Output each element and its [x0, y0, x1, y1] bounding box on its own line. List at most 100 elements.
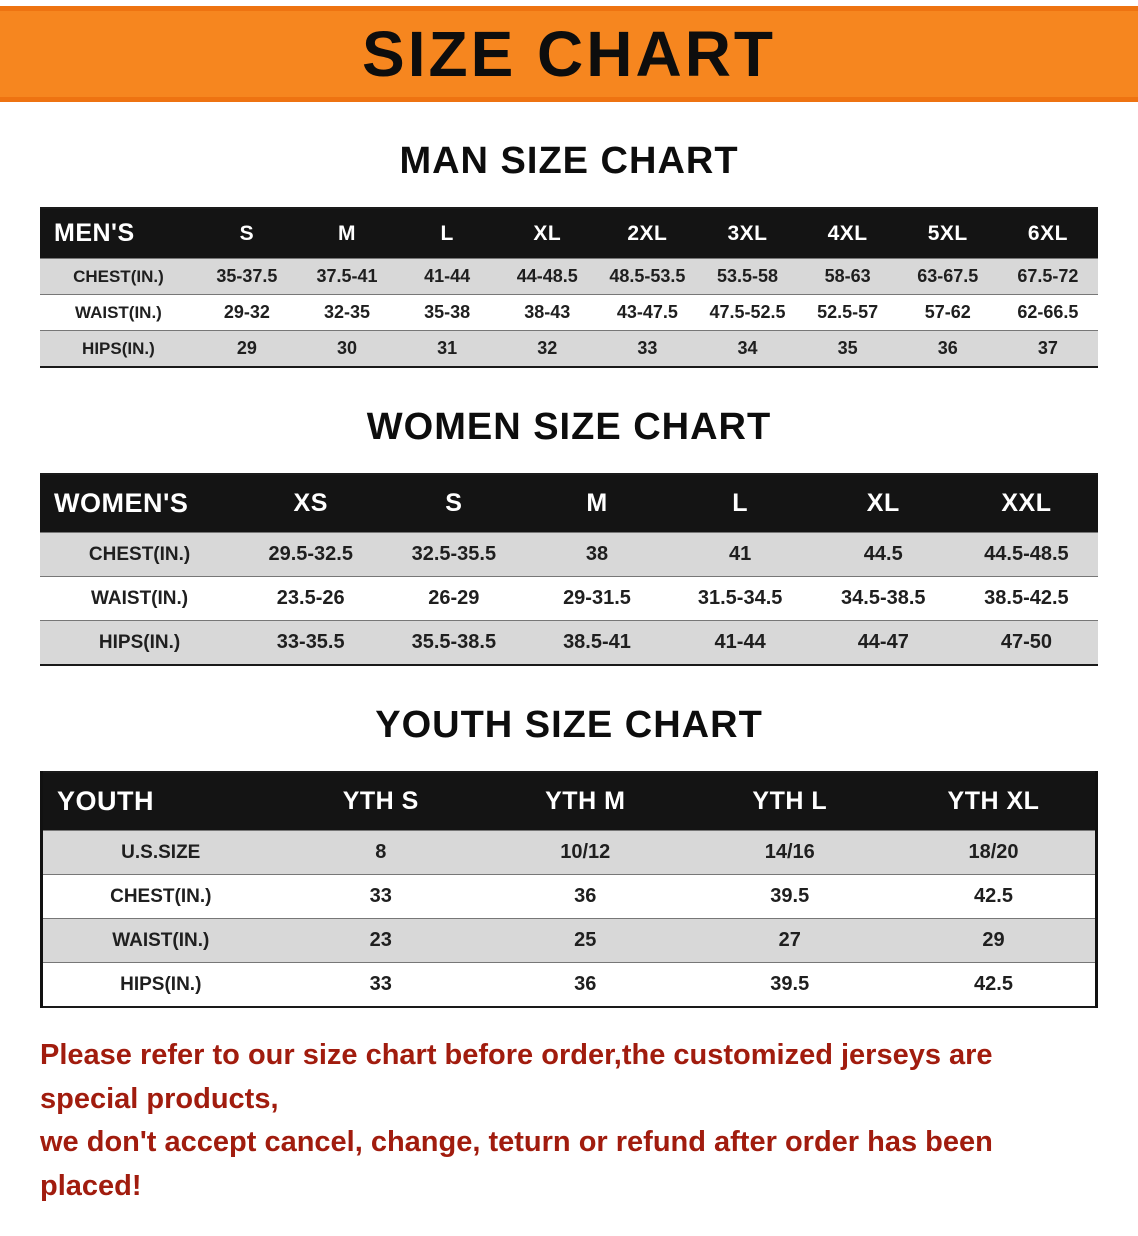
size-column-header: YTH M — [483, 772, 688, 831]
size-value: 26-29 — [382, 576, 526, 621]
size-value: 37.5-41 — [296, 258, 398, 295]
disclaimer-text: Please refer to our size chart before or… — [0, 1008, 1138, 1236]
size-value: 33 — [597, 330, 698, 367]
size-column-header: 4XL — [797, 208, 898, 259]
row-label: WAIST(IN.) — [41, 918, 279, 963]
size-value: 29 — [196, 330, 297, 367]
row-label: HIPS(IN.) — [40, 330, 197, 367]
youth-table-wrap: YOUTH YTH S YTH M YTH L YTH XL U.S.SIZE 8 10/12… — [0, 771, 1138, 1008]
table-header-row: MEN'S S M L XL 2XL 3XL 4XL 5XL 6XL — [40, 208, 1098, 259]
size-value: 36 — [483, 962, 688, 1007]
size-value: 52.5-57 — [797, 294, 898, 331]
size-value: 57-62 — [897, 294, 998, 331]
size-value: 38.5-41 — [525, 620, 669, 665]
table-title-cell: MEN'S — [40, 208, 197, 259]
size-column-header: YTH S — [278, 772, 484, 831]
size-value: 34.5-38.5 — [811, 576, 955, 621]
row-label: HIPS(IN.) — [41, 962, 279, 1007]
size-column-header: L — [397, 208, 498, 259]
size-column-header: XL — [811, 474, 955, 533]
size-value: 33 — [278, 962, 484, 1007]
size-value: 44.5 — [811, 532, 955, 577]
size-value: 35 — [797, 330, 898, 367]
disclaimer-line-1: Please refer to our size chart before or… — [40, 1039, 993, 1115]
size-value: 33 — [278, 874, 484, 919]
size-value: 39.5 — [687, 874, 892, 919]
size-value: 23 — [278, 918, 484, 963]
size-value: 32-35 — [296, 294, 398, 331]
size-value: 63-67.5 — [897, 258, 998, 295]
row-label: CHEST(IN.) — [40, 258, 197, 295]
women-section-heading: WOMEN SIZE CHART — [366, 406, 772, 448]
size-column-header: XS — [239, 474, 383, 533]
row-label: WAIST(IN.) — [40, 294, 197, 331]
size-value: 44-47 — [811, 620, 955, 665]
table-row: U.S.SIZE 8 10/12 14/16 18/20 — [41, 830, 1097, 875]
size-column-header: YTH L — [687, 772, 892, 831]
size-value: 53.5-58 — [697, 258, 798, 295]
size-column-header: M — [525, 474, 669, 533]
table-header-row: WOMEN'S XS S M L XL XXL — [40, 474, 1098, 533]
men-section-heading: MAN SIZE CHART — [399, 140, 739, 182]
size-value: 42.5 — [892, 874, 1097, 919]
table-title-cell: YOUTH — [41, 772, 279, 831]
row-label: CHEST(IN.) — [40, 532, 240, 577]
size-value: 48.5-53.5 — [597, 258, 698, 295]
row-label: WAIST(IN.) — [40, 576, 240, 621]
women-size-table: WOMEN'S XS S M L XL XXL CHEST(IN.) 29.5-32.5 32.5… — [40, 473, 1098, 666]
size-value: 10/12 — [483, 830, 688, 875]
men-section: MAN SIZE CHART MEN'S S M L XL 2XL 3XL 4XL 5XL 6XL… — [0, 140, 1138, 368]
size-value: 34 — [697, 330, 798, 367]
size-value: 67.5-72 — [997, 258, 1098, 295]
size-value: 23.5-26 — [239, 576, 383, 621]
size-value: 29 — [892, 918, 1097, 963]
women-section: WOMEN SIZE CHART WOMEN'S XS S M L XL XXL CHEST(… — [0, 406, 1138, 666]
youth-section-heading: YOUTH SIZE CHART — [375, 704, 763, 746]
row-label: U.S.SIZE — [41, 830, 279, 875]
table-row: HIPS(IN.) 33-35.5 35.5-38.5 38.5-41 41-44 44-… — [40, 620, 1098, 665]
table-title-cell: WOMEN'S — [40, 474, 240, 533]
table-row: WAIST(IN.) 29-32 32-35 35-38 38-43 43-47.5 47.… — [40, 294, 1098, 331]
size-value: 32 — [497, 330, 598, 367]
size-column-header: XL — [497, 208, 598, 259]
size-value: 8 — [278, 830, 484, 875]
size-value: 36 — [483, 874, 688, 919]
size-value: 41 — [668, 532, 812, 577]
size-value: 38-43 — [497, 294, 598, 331]
size-value: 38 — [525, 532, 669, 577]
size-value: 47.5-52.5 — [697, 294, 798, 331]
women-table-wrap: WOMEN'S XS S M L XL XXL CHEST(IN.) 29.5-32.5 32.5… — [0, 473, 1138, 666]
size-column-header: 6XL — [997, 208, 1098, 259]
size-value: 44.5-48.5 — [954, 532, 1098, 577]
size-value: 37 — [997, 330, 1098, 367]
size-value: 47-50 — [954, 620, 1098, 665]
size-value: 29-32 — [196, 294, 297, 331]
size-value: 58-63 — [797, 258, 898, 295]
table-row: CHEST(IN.) 33 36 39.5 42.5 — [41, 874, 1097, 919]
men-size-table: MEN'S S M L XL 2XL 3XL 4XL 5XL 6XL CHEST(IN.) 35-37… — [40, 207, 1098, 368]
size-value: 29-31.5 — [525, 576, 669, 621]
size-value: 31 — [397, 330, 498, 367]
size-value: 41-44 — [668, 620, 812, 665]
size-column-header: 5XL — [897, 208, 998, 259]
size-value: 25 — [483, 918, 688, 963]
table-row: WAIST(IN.) 23 25 27 29 — [41, 918, 1097, 963]
size-chart-banner: SIZE CHART — [0, 6, 1138, 102]
youth-size-table: YOUTH YTH S YTH M YTH L YTH XL U.S.SIZE 8 10/12… — [40, 771, 1098, 1008]
size-value: 27 — [687, 918, 892, 963]
size-value: 32.5-35.5 — [382, 532, 526, 577]
table-row: HIPS(IN.) 33 36 39.5 42.5 — [41, 962, 1097, 1007]
size-value: 18/20 — [892, 830, 1097, 875]
size-value: 36 — [897, 330, 998, 367]
size-column-header: S — [196, 208, 297, 259]
size-value: 43-47.5 — [597, 294, 698, 331]
size-column-header: M — [296, 208, 398, 259]
size-value: 31.5-34.5 — [668, 576, 812, 621]
size-column-header: YTH XL — [892, 772, 1097, 831]
size-value: 62-66.5 — [997, 294, 1098, 331]
size-value: 39.5 — [687, 962, 892, 1007]
men-table-wrap: MEN'S S M L XL 2XL 3XL 4XL 5XL 6XL CHEST(IN.) 35-37… — [0, 207, 1138, 368]
size-value: 44-48.5 — [497, 258, 598, 295]
size-value: 14/16 — [687, 830, 892, 875]
size-value: 42.5 — [892, 962, 1097, 1007]
